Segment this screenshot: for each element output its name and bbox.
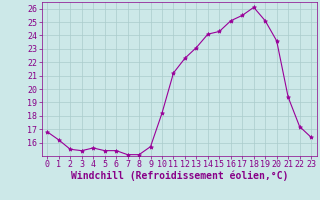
X-axis label: Windchill (Refroidissement éolien,°C): Windchill (Refroidissement éolien,°C): [70, 171, 288, 181]
